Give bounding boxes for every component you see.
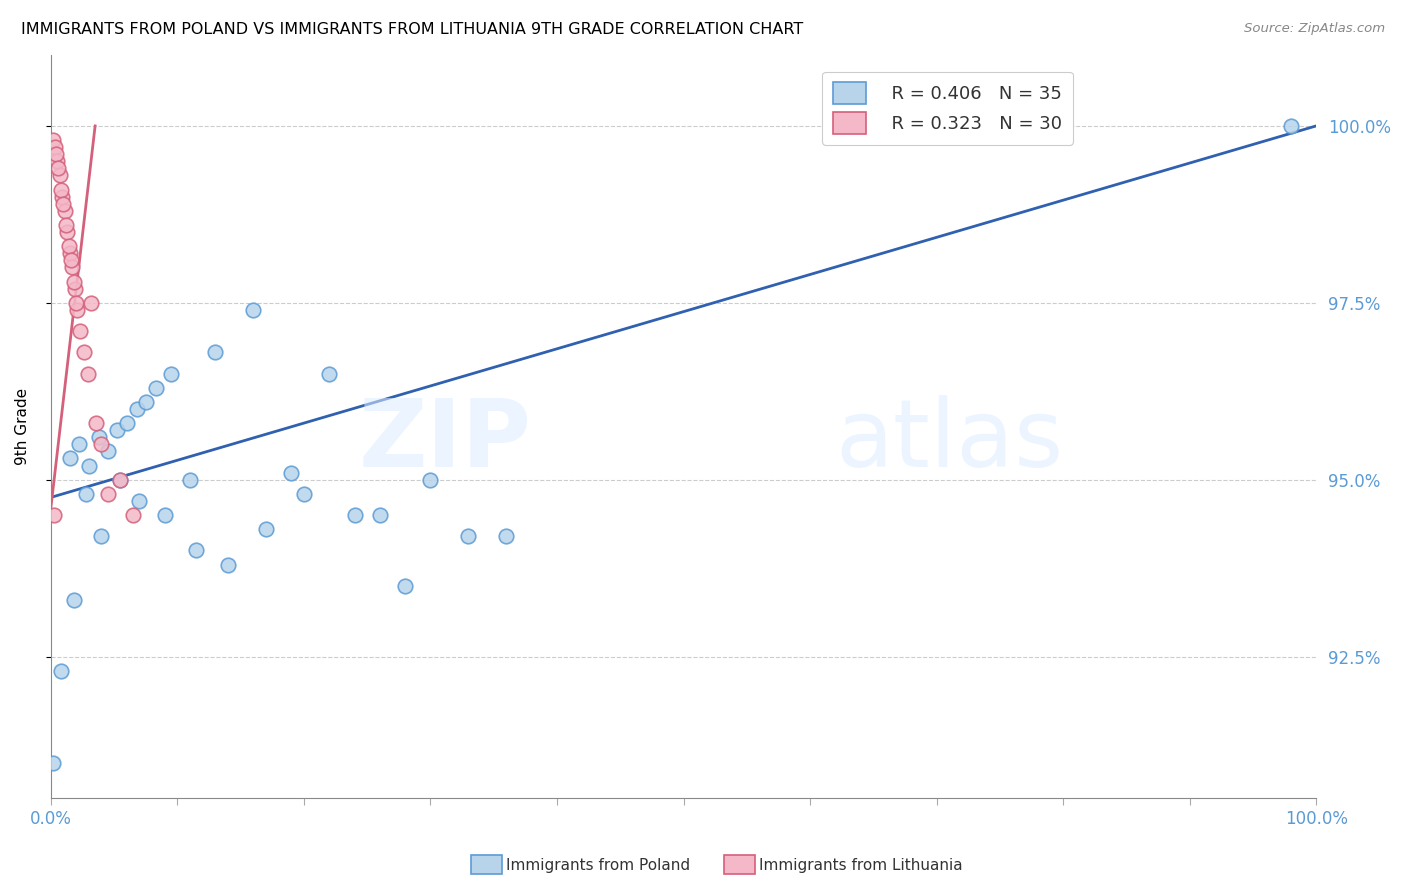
Point [495,529,517,543]
Point [1279,119,1302,133]
Point [242,302,264,317]
Point [60,260,83,275]
Point [45,147,67,161]
Y-axis label: 9th Grade: 9th Grade [15,388,30,466]
Point [55,218,77,232]
Point [145,381,167,395]
Point [128,494,150,508]
Text: IMMIGRANTS FROM POLAND VS IMMIGRANTS FROM LITHUANIA 9TH GRADE CORRELATION CHART: IMMIGRANTS FROM POLAND VS IMMIGRANTS FRO… [21,22,803,37]
Point [62,275,84,289]
Point [49,664,72,678]
Point [66,302,89,317]
Point [186,543,208,558]
Text: atlas: atlas [835,395,1063,488]
Point [60,253,83,268]
Point [63,282,86,296]
Point [75,487,97,501]
Point [77,458,100,473]
Point [42,508,65,522]
Point [110,473,132,487]
Point [67,437,90,451]
Point [51,189,73,203]
Point [59,451,82,466]
Point [62,593,84,607]
Point [419,473,441,487]
Text: Immigrants from Poland: Immigrants from Poland [506,858,690,872]
Point [76,367,98,381]
Point [160,367,183,381]
Point [280,466,302,480]
Point [58,239,80,253]
Point [217,558,239,572]
Point [292,487,315,501]
Point [135,395,157,409]
Point [56,225,79,239]
Point [254,522,277,536]
Text: Immigrants from Lithuania: Immigrants from Lithuania [759,858,963,872]
Text: ZIP: ZIP [359,395,531,488]
Point [42,756,65,770]
Point [204,345,226,359]
Point [52,196,75,211]
Point [87,430,110,444]
Point [457,529,479,543]
Point [65,295,87,310]
Point [115,416,138,430]
Point [80,295,103,310]
Point [69,324,91,338]
Point [318,367,340,381]
Point [153,508,176,522]
Text: Source: ZipAtlas.com: Source: ZipAtlas.com [1244,22,1385,36]
Point [110,473,132,487]
Point [97,487,120,501]
Point [343,508,366,522]
Point [179,473,201,487]
Point [42,133,65,147]
Point [46,154,69,169]
Point [48,161,70,176]
Point [97,444,120,458]
Point [53,203,76,218]
Point [105,423,128,437]
Point [44,140,66,154]
Point [90,529,112,543]
Point [90,437,112,451]
Point [49,183,72,197]
Point [122,508,145,522]
Point [125,401,148,416]
Point [86,416,108,430]
Point [394,579,416,593]
Point [48,169,70,183]
Point [59,246,82,260]
Point [368,508,391,522]
Point [73,345,96,359]
Legend:   R = 0.406   N = 35,   R = 0.323   N = 30: R = 0.406 N = 35, R = 0.323 N = 30 [823,71,1073,145]
